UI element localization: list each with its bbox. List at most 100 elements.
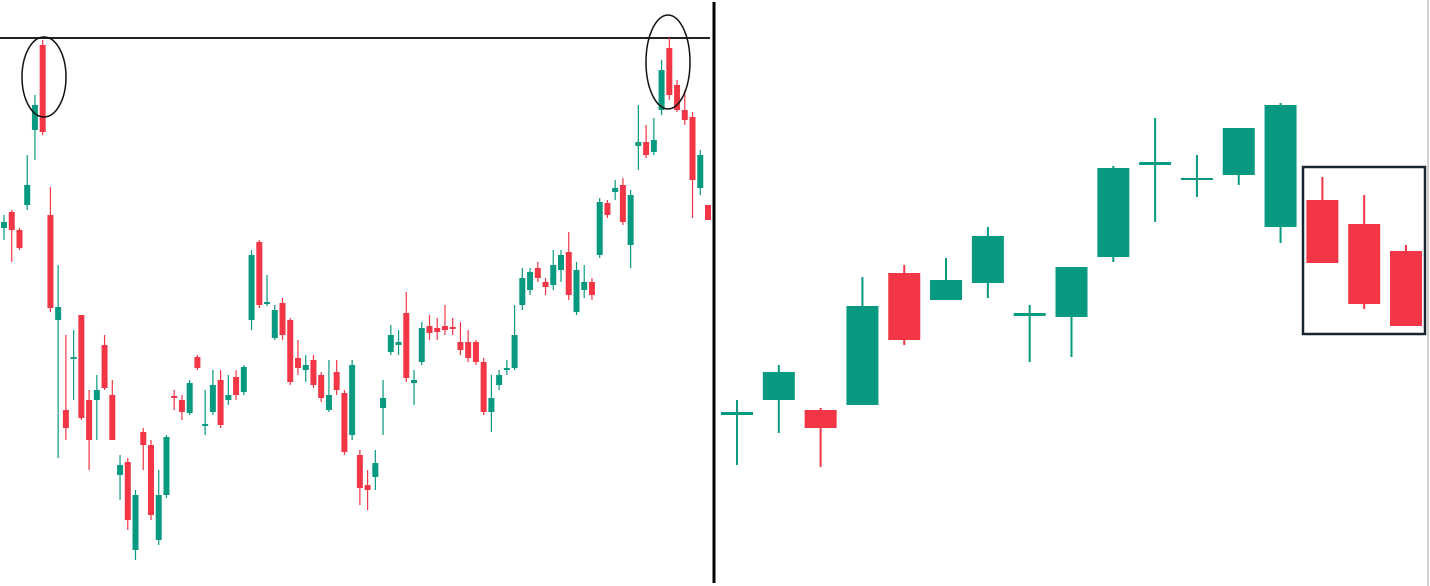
candle-body bbox=[325, 395, 332, 410]
candle-body bbox=[356, 455, 363, 488]
candle-body bbox=[588, 282, 595, 295]
candle-body bbox=[178, 400, 185, 412]
candle-body bbox=[1222, 128, 1255, 175]
candle-body bbox=[666, 48, 673, 95]
candle-body bbox=[689, 117, 696, 180]
candle-body bbox=[542, 282, 549, 287]
candle-body bbox=[527, 272, 534, 290]
candle-body bbox=[697, 155, 704, 188]
candle-body bbox=[186, 383, 193, 413]
candle-body bbox=[1013, 313, 1046, 316]
candle-body bbox=[341, 393, 348, 452]
candle-body bbox=[705, 205, 711, 220]
candle-body bbox=[635, 142, 642, 146]
candle-body bbox=[387, 335, 394, 352]
candle-body bbox=[147, 445, 154, 515]
candle-body bbox=[674, 85, 681, 110]
candle-body bbox=[16, 230, 23, 248]
candle-body bbox=[658, 70, 665, 110]
candle-body bbox=[101, 345, 108, 388]
candle-body bbox=[472, 342, 479, 362]
candle-body bbox=[86, 400, 93, 440]
candle-body bbox=[1264, 105, 1297, 227]
candle-body bbox=[762, 372, 795, 400]
candle-body bbox=[194, 357, 201, 368]
candle-body bbox=[140, 432, 147, 445]
candle-body bbox=[70, 357, 77, 359]
candle-body bbox=[612, 188, 619, 192]
candle-body bbox=[271, 310, 278, 338]
candle-body bbox=[225, 395, 232, 400]
highlight-ellipse bbox=[645, 14, 691, 110]
candle-body bbox=[643, 142, 650, 155]
candle-body bbox=[488, 398, 495, 412]
candle-body bbox=[287, 320, 294, 382]
candle-body bbox=[721, 412, 753, 415]
candle-body bbox=[441, 326, 448, 330]
candle-body bbox=[78, 315, 85, 418]
candle-body bbox=[511, 335, 518, 368]
candle-body bbox=[480, 362, 487, 412]
candle-body bbox=[650, 140, 657, 152]
candle-body bbox=[1180, 178, 1213, 180]
candle-body bbox=[349, 365, 356, 435]
candle-body bbox=[31, 105, 38, 130]
candle-body bbox=[24, 185, 31, 205]
candle-body bbox=[209, 385, 216, 412]
candle-body bbox=[465, 342, 472, 358]
candle-body bbox=[426, 326, 433, 333]
candle-body bbox=[1306, 200, 1339, 263]
candle-body bbox=[171, 396, 178, 398]
candle-body bbox=[681, 110, 688, 120]
candle-body bbox=[619, 185, 626, 222]
candle-body bbox=[109, 395, 116, 440]
candle-body bbox=[39, 45, 46, 132]
candle-body bbox=[395, 342, 402, 345]
candle-body bbox=[1055, 267, 1088, 317]
candle-body bbox=[503, 368, 510, 370]
candle-body bbox=[846, 306, 879, 405]
candle-body bbox=[604, 203, 611, 215]
candle-body bbox=[434, 328, 441, 332]
candle-body bbox=[155, 495, 162, 540]
candle-body bbox=[550, 265, 557, 285]
candle-body bbox=[163, 437, 170, 495]
candle-body bbox=[1139, 162, 1172, 165]
candle-body bbox=[294, 358, 301, 368]
candle-body bbox=[534, 268, 541, 278]
candle-body bbox=[930, 280, 963, 300]
candle-body bbox=[93, 390, 100, 400]
candle-body bbox=[418, 328, 425, 362]
candle-body bbox=[1390, 251, 1422, 326]
candle-body bbox=[310, 360, 317, 385]
candle-body bbox=[804, 410, 837, 428]
candle-body bbox=[380, 398, 387, 408]
candle-body bbox=[581, 282, 588, 290]
candle-body bbox=[372, 463, 379, 477]
candle-body bbox=[318, 375, 325, 398]
candle-body bbox=[248, 255, 255, 320]
candle-body bbox=[8, 212, 15, 230]
candle-body bbox=[403, 313, 410, 378]
candle-body bbox=[132, 495, 139, 550]
candle-body bbox=[202, 424, 209, 426]
candle-body bbox=[496, 375, 503, 385]
candle-body bbox=[573, 270, 580, 312]
candle-body bbox=[364, 485, 371, 490]
candle-body bbox=[55, 307, 62, 320]
candle-body bbox=[457, 342, 464, 350]
candle-body bbox=[62, 410, 69, 428]
candle-body bbox=[233, 377, 240, 395]
candle-body bbox=[971, 236, 1004, 283]
candle-body bbox=[558, 255, 565, 270]
candle-body bbox=[1, 222, 7, 228]
candle-body bbox=[47, 215, 54, 308]
candle-body bbox=[217, 380, 224, 425]
candle-body bbox=[124, 462, 131, 520]
candle-body bbox=[627, 195, 634, 245]
highlight-box bbox=[1301, 165, 1427, 336]
candle-body bbox=[1348, 224, 1381, 304]
candle-body bbox=[302, 365, 309, 370]
highlight-ellipse bbox=[21, 36, 67, 118]
